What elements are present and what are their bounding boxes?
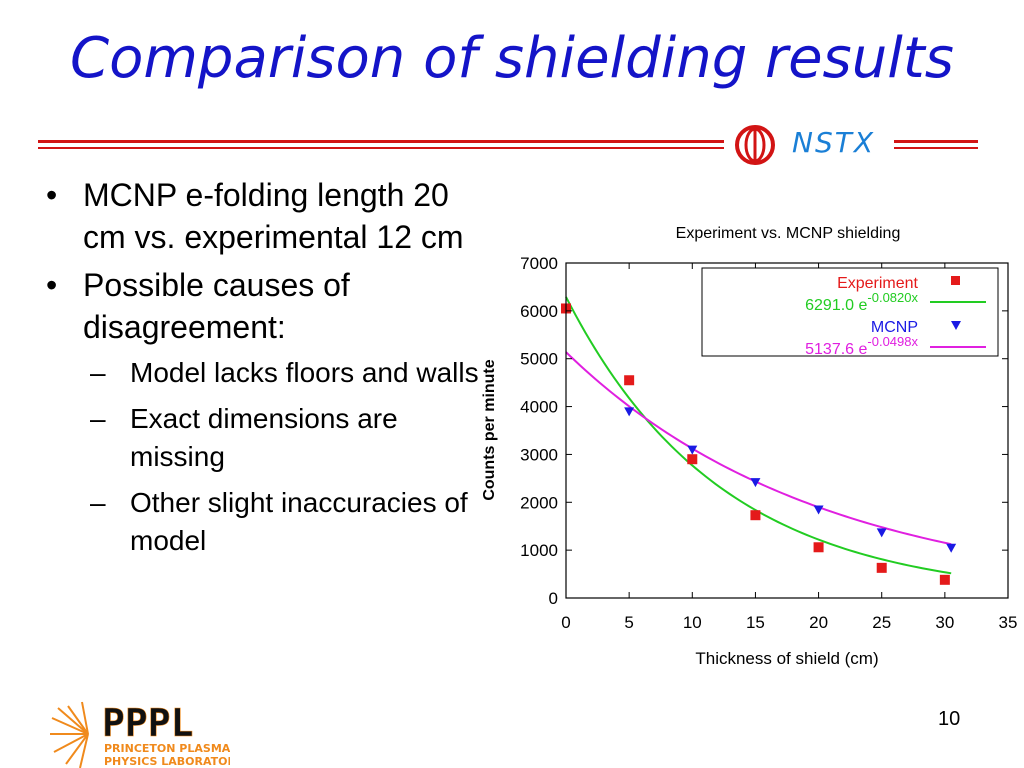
shielding-chart: Experiment vs. MCNP shielding 0 5 10 15 20 25… [481,225,1018,668]
y-tick-label: 3000 [520,445,558,464]
x-tick-label: 20 [809,613,828,632]
y-tick-label: 4000 [520,398,558,417]
point-mcnp [876,528,887,538]
point-experiment [813,542,824,553]
nstx-logo-text: NSTX [792,126,876,159]
pppl-logo-line2: PHYSICS LABORATORY [104,755,230,768]
bullet-item: • Possible causes of disagreement: [40,264,490,348]
y-tick-label: 0 [549,589,558,608]
x-tick-label: 10 [683,613,702,632]
bullet-list: • MCNP e-folding length 20 cm vs. experi… [40,174,490,568]
x-tick-label: 5 [624,613,633,632]
sub-bullet-dash: – [90,357,106,388]
bullet-text: MCNP e-folding length 20 cm vs. experime… [83,177,464,255]
point-experiment [687,454,698,465]
y-tick-label: 2000 [520,493,558,512]
slide-title: Comparison of shielding results [70,26,954,91]
sub-bullet-text: Exact dimensions are missing [130,403,398,472]
title-rule-top [38,140,724,143]
pppl-logo-name: PPPL [102,701,194,745]
sub-bullet-item: – Exact dimensions are missing [40,400,490,476]
bullet-dot: • [46,267,58,303]
bullet-dot: • [46,177,58,213]
nstx-logo-icon [735,125,775,165]
chart-title: Experiment vs. MCNP shielding [676,225,901,242]
x-axis-label: Thickness of shield (cm) [695,649,878,668]
plot-frame [565,262,1009,599]
y-tick-label: 7000 [520,254,558,273]
x-tick-label: 15 [746,613,765,632]
sub-bullet-dash: – [90,487,106,518]
sunburst-icon [50,701,89,768]
title-rule-right-bottom [894,147,978,149]
legend-marker-mcnp [951,321,961,330]
legend-box [701,267,999,357]
bullet-text: Possible causes of disagreement: [83,267,350,345]
point-experiment [624,375,635,386]
x-tick-label: 35 [999,613,1018,632]
x-tick-label: 0 [561,613,570,632]
y-axis-label: Counts per minute [481,359,498,500]
fit-line-mcnp [565,351,952,546]
x-tick-label: 30 [935,613,954,632]
point-experiment [750,510,761,521]
y-tick-label: 6000 [520,302,558,321]
fit-experiment-coef: 6291.0 e [805,297,867,314]
sub-bullet-item: – Other slight inaccuracies of model [40,484,490,560]
point-mcnp [946,543,957,553]
legend-label-fit-experiment: 6291.0 e-0.0820x [805,290,918,314]
legend-label-mcnp: MCNP [871,319,918,336]
point-mcnp [687,445,698,455]
point-mcnp [624,407,635,417]
legend-marker-experiment [951,276,960,285]
y-tick-label: 5000 [520,350,558,369]
pppl-logo-line1: PRINCETON PLASMA [104,742,230,755]
title-rule-bottom [38,147,724,149]
title-rule-right-top [894,140,978,143]
sub-bullet-text: Model lacks floors and walls [130,357,479,388]
sub-bullet-text: Other slight inaccuracies of model [130,487,468,556]
sub-bullet-item: – Model lacks floors and walls [40,354,490,392]
sub-bullet-dash: – [90,403,106,434]
legend-label-fit-mcnp: 5137.6 e-0.0498x [805,334,918,358]
x-tick-label: 25 [872,613,891,632]
fit-experiment-exponent: -0.0820x [867,290,918,305]
bullet-item: • MCNP e-folding length 20 cm vs. experi… [40,174,490,258]
point-experiment [876,562,887,573]
point-mcnp [813,505,824,515]
point-experiment [939,574,950,585]
y-tick-label: 1000 [520,541,558,560]
pppl-logo: PPPL PRINCETON PLASMA PHYSICS LABORATORY [50,701,230,768]
page-number: 10 [938,708,961,730]
legend-label-experiment: Experiment [837,275,918,292]
fit-mcnp-coef: 5137.6 e [805,341,867,358]
point-mcnp [750,478,761,488]
fit-mcnp-exponent: -0.0498x [867,334,918,349]
